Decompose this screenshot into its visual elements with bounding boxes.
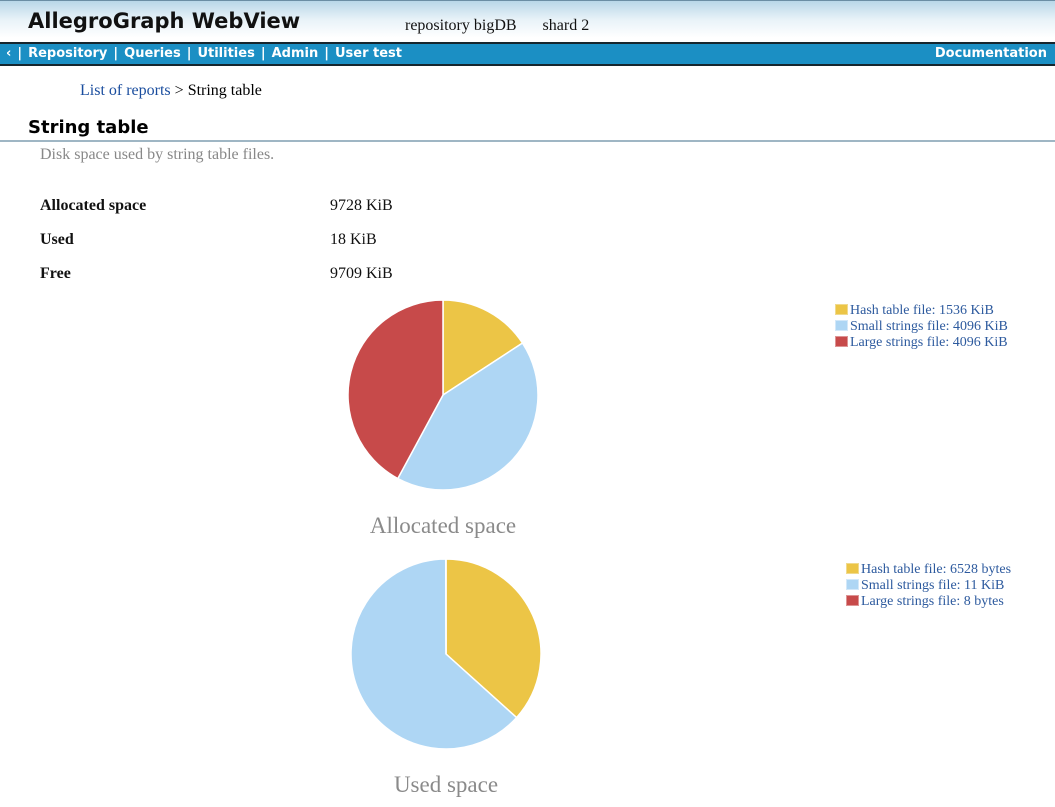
page-title: String table [28, 117, 149, 138]
nav-item-user-test[interactable]: User test [334, 46, 402, 61]
shard-label: shard 2 [542, 17, 590, 34]
breadcrumb-list-of-reports-link[interactable]: List of reports [80, 82, 171, 99]
main-navbar: ‹ | Repository | Queries | Utilities | Admin | Use… [0, 42, 1055, 66]
repository-name: repository bigDB [405, 17, 517, 34]
nav-separator: | [324, 46, 329, 61]
stat-row-used: Used 18 KiB [0, 231, 600, 265]
legend-label: Small strings file: 4096 KiB [850, 319, 1008, 334]
stat-row-allocated: Allocated space 9728 KiB [0, 197, 600, 231]
used-space-caption: Used space [393, 772, 499, 797]
stat-value: 9709 KiB [330, 265, 393, 282]
legend-label: Hash table file: 1536 KiB [850, 303, 994, 318]
legend-item: Small strings file: 4096 KiB [835, 318, 1008, 334]
app-title: AllegroGraph WebView [28, 9, 301, 33]
breadcrumb-current: String table [187, 82, 262, 99]
legend-swatch-icon [835, 336, 848, 347]
nav-left-group: ‹ | Repository | Queries | Utilities | Admin | Use… [6, 44, 402, 64]
legend-item: Hash table file: 1536 KiB [835, 302, 1008, 318]
pie-slice-small-strings-file[interactable] [350, 558, 518, 750]
legend-label: Large strings file: 4096 KiB [850, 335, 1008, 350]
stat-label: Used [40, 231, 74, 248]
legend-item: Large strings file: 4096 KiB [835, 334, 1008, 350]
legend-label: Small strings file: 11 KiB [861, 578, 1005, 593]
pie-slice-hash-table-file[interactable] [442, 299, 524, 397]
breadcrumb: List of reports > String table [80, 82, 262, 100]
stat-label: Allocated space [40, 197, 147, 214]
pie-slice-small-strings-file[interactable] [396, 342, 539, 491]
pie-svg [347, 299, 539, 491]
stat-value: 9728 KiB [330, 197, 393, 214]
nav-separator: | [260, 46, 266, 61]
stats-table: Allocated space 9728 KiB Used 18 KiB Fre… [0, 197, 600, 299]
nav-item-queries[interactable]: Queries [124, 46, 181, 61]
legend-item: Hash table file: 6528 bytes [846, 561, 1011, 577]
nav-item-utilities[interactable]: Utilities [197, 46, 255, 61]
stat-value: 18 KiB [330, 231, 377, 248]
legend-swatch-icon [846, 563, 859, 574]
legend-label: Hash table file: 6528 bytes [861, 562, 1012, 577]
legend-swatch-icon [835, 304, 848, 315]
nav-separator: | [186, 46, 192, 61]
legend-swatch-icon [846, 579, 859, 590]
stat-label: Free [40, 265, 71, 282]
nav-item-admin[interactable]: Admin [271, 46, 319, 61]
nav-item-documentation[interactable]: Documentation [934, 46, 1047, 61]
title-divider [0, 140, 1055, 142]
page-subtitle: Disk space used by string table files. [40, 146, 275, 163]
nav-right-group: Documentation [935, 44, 1047, 64]
used-space-legend: Hash table file: 6528 bytes Small strings… [846, 561, 1011, 609]
allocated-space-caption: Allocated space [369, 513, 517, 538]
app-header: AllegroGraph WebView repository bigDB sha… [0, 0, 1055, 42]
nav-back-chevron-icon[interactable]: ‹ [6, 46, 12, 61]
stat-row-free: Free 9709 KiB [0, 265, 600, 299]
repository-info: repository bigDB shard 2 [405, 17, 615, 35]
pie-slice-hash-table-file[interactable] [445, 558, 542, 719]
legend-swatch-icon [846, 595, 859, 606]
used-space-pie-chart [350, 558, 542, 750]
breadcrumb-separator: > [174, 82, 184, 99]
pie-slice-large-strings-file[interactable] [347, 299, 444, 480]
allocated-space-legend: Hash table file: 1536 KiB Small strings f… [835, 302, 1008, 350]
legend-label: Large strings file: 8 bytes [861, 594, 1004, 609]
legend-item: Large strings file: 8 bytes [846, 593, 1011, 609]
nav-separator: | [17, 46, 23, 61]
legend-item: Small strings file: 11 KiB [846, 577, 1011, 593]
nav-item-repository[interactable]: Repository [28, 46, 108, 61]
legend-swatch-icon [835, 320, 848, 331]
nav-separator: | [113, 46, 119, 61]
allocated-space-pie-chart [347, 299, 539, 491]
pie-svg [350, 558, 542, 750]
